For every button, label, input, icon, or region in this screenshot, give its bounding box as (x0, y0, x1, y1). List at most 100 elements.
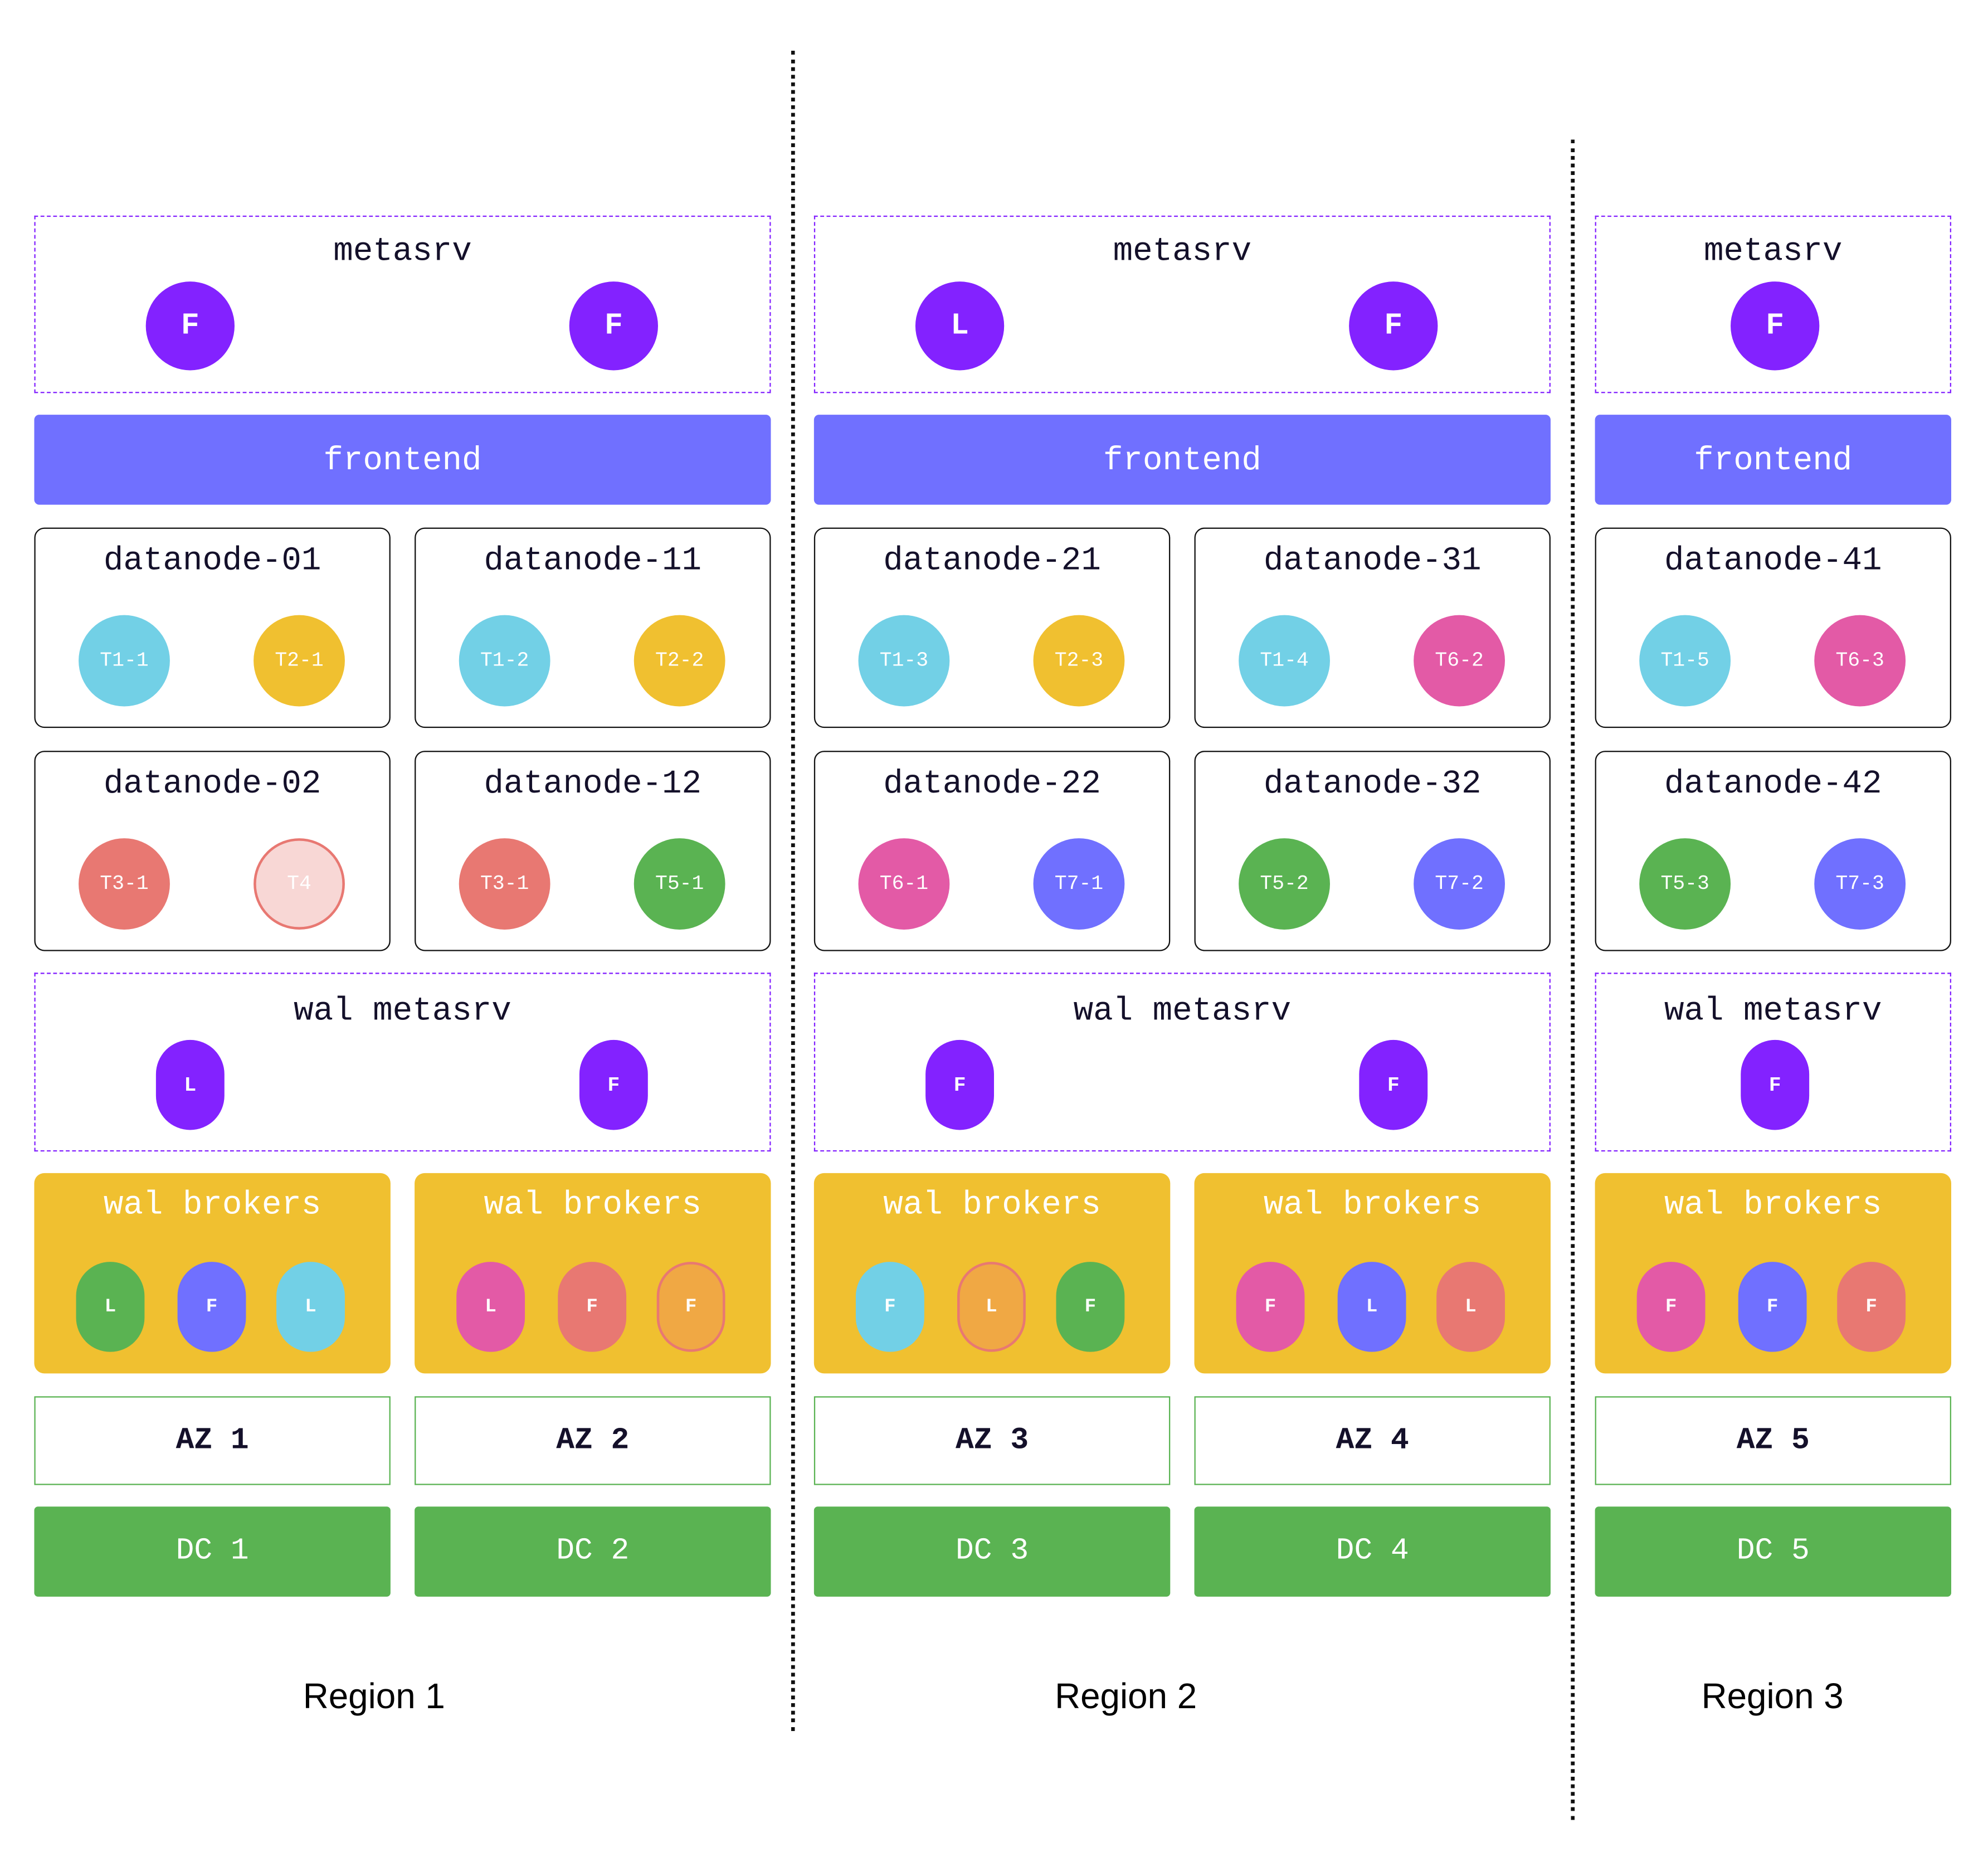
wal-broker-replica-f: F (558, 1262, 627, 1352)
metasrv-box: metasrv F (1595, 215, 1951, 393)
datanode-box: datanode-02 T3-1 T4 (34, 751, 391, 951)
table-shard-t1-1: T1-1 (79, 615, 170, 707)
datanode-name: datanode-32 (1263, 765, 1482, 803)
table-shard-t7-2: T7-2 (1414, 838, 1505, 930)
wal-brokers-title: wal brokers (883, 1185, 1101, 1224)
wal-metasrv-box: wal metasrv F F (813, 973, 1551, 1152)
table-shard-t5-3: T5-3 (1639, 838, 1731, 930)
metasrv-node-l: L (915, 281, 1005, 371)
wal-brokers-title: wal brokers (1263, 1185, 1482, 1224)
datanode-name: datanode-21 (883, 541, 1101, 580)
table-shard-t4: T4 (254, 838, 345, 930)
wal-brokers-box: wal brokers F L F (813, 1173, 1171, 1374)
datanode-name: datanode-02 (103, 765, 321, 803)
availability-zone: AZ 4 (1194, 1396, 1551, 1485)
wal-metasrv-title: wal metasrv (1664, 991, 1882, 1030)
datanode-box: datanode-31 T1-4 T6-2 (1194, 527, 1551, 728)
table-shard-t3-1: T3-1 (79, 838, 170, 930)
table-shard-t7-3: T7-3 (1814, 838, 1906, 930)
frontend-bar: frontend (1595, 415, 1951, 505)
table-shard-t2-3: T2-3 (1033, 615, 1125, 707)
datanode-name: datanode-42 (1664, 765, 1882, 803)
wal-metasrv-node-f: F (925, 1039, 994, 1130)
table-shard-t5-2: T5-2 (1239, 838, 1330, 930)
region-divider (791, 51, 795, 1732)
wal-broker-replica-l: L (276, 1262, 345, 1352)
wal-broker-replica-f: F (1738, 1262, 1807, 1352)
wal-brokers-box: wal brokers F F F (1595, 1173, 1951, 1374)
wal-metasrv-node-f: F (579, 1039, 648, 1130)
wal-metasrv-node-f: F (1741, 1039, 1810, 1130)
wal-metasrv-node-f: F (1359, 1039, 1428, 1130)
availability-zone: AZ 3 (813, 1396, 1171, 1485)
data-center: DC 1 (34, 1506, 391, 1597)
datanode-name: datanode-22 (883, 765, 1101, 803)
wal-broker-replica-f: F (855, 1262, 924, 1352)
datanode-box: datanode-22 T6-1 T7-1 (813, 751, 1171, 951)
wal-broker-replica-f: F (177, 1262, 246, 1352)
datanode-box: datanode-12 T3-1 T5-1 (415, 751, 771, 951)
region-label: Region 2 (1055, 1676, 1197, 1716)
table-shard-t1-2: T1-2 (459, 615, 550, 707)
table-shard-t1-3: T1-3 (858, 615, 950, 707)
wal-broker-replica-l: L (957, 1262, 1026, 1352)
region-label: Region 1 (303, 1676, 445, 1716)
data-center: DC 4 (1194, 1506, 1551, 1597)
data-center: DC 2 (415, 1506, 771, 1597)
datanode-box: datanode-11 T1-2 T2-2 (415, 527, 771, 728)
wal-broker-replica-l: L (456, 1262, 525, 1352)
data-center: DC 5 (1595, 1506, 1951, 1597)
wal-broker-replica-l: L (1436, 1262, 1505, 1352)
datanode-name: datanode-01 (103, 541, 321, 580)
metasrv-node-f: F (145, 281, 235, 371)
data-center: DC 3 (813, 1506, 1171, 1597)
wal-brokers-title: wal brokers (103, 1185, 321, 1224)
frontend-bar: frontend (34, 415, 771, 505)
availability-zone: AZ 5 (1595, 1396, 1951, 1485)
table-shard-t1-5: T1-5 (1639, 615, 1731, 707)
region-divider (1571, 139, 1575, 1820)
wal-brokers-box: wal brokers F L L (1194, 1173, 1551, 1374)
table-shard-t2-1: T2-1 (254, 615, 345, 707)
table-shard-t2-2: T2-2 (634, 615, 725, 707)
availability-zone: AZ 1 (34, 1396, 391, 1485)
wal-broker-replica-f: F (1837, 1262, 1906, 1352)
wal-broker-replica-l: L (76, 1262, 145, 1352)
metasrv-node-f: F (569, 281, 658, 371)
wal-brokers-box: wal brokers L F L (34, 1173, 391, 1374)
wal-brokers-box: wal brokers L F F (415, 1173, 771, 1374)
metasrv-title: metasrv (333, 232, 472, 270)
metasrv-box: metasrv L F (813, 215, 1551, 393)
wal-brokers-title: wal brokers (1664, 1185, 1882, 1224)
datanode-name: datanode-11 (484, 541, 702, 580)
wal-broker-replica-f: F (1636, 1262, 1706, 1352)
table-shard-t1-4: T1-4 (1239, 615, 1330, 707)
wal-metasrv-title: wal metasrv (1073, 991, 1292, 1030)
wal-broker-replica-f: F (656, 1262, 725, 1352)
wal-metasrv-box: wal metasrv F (1595, 973, 1951, 1152)
metasrv-title: metasrv (1113, 232, 1252, 270)
wal-metasrv-node-l: L (155, 1039, 225, 1130)
table-shard-t5-1: T5-1 (634, 838, 725, 930)
metasrv-node-f: F (1731, 281, 1820, 371)
datanode-box: datanode-01 T1-1 T2-1 (34, 527, 391, 728)
wal-broker-replica-f: F (1236, 1262, 1305, 1352)
metasrv-title: metasrv (1704, 232, 1843, 270)
availability-zone: AZ 2 (415, 1396, 771, 1485)
table-shard-t7-1: T7-1 (1033, 838, 1125, 930)
datanode-name: datanode-12 (484, 765, 702, 803)
table-shard-t3-1: T3-1 (459, 838, 550, 930)
datanode-box: datanode-42 T5-3 T7-3 (1595, 751, 1951, 951)
datanode-name: datanode-31 (1263, 541, 1482, 580)
wal-broker-replica-l: L (1337, 1262, 1406, 1352)
frontend-bar: frontend (813, 415, 1551, 505)
wal-metasrv-box: wal metasrv L F (34, 973, 771, 1152)
region-label: Region 3 (1701, 1676, 1844, 1716)
table-shard-t6-1: T6-1 (858, 838, 950, 930)
metasrv-node-f: F (1349, 281, 1438, 371)
table-shard-t6-3: T6-3 (1814, 615, 1906, 707)
wal-broker-replica-f: F (1056, 1262, 1125, 1352)
wal-brokers-title: wal brokers (484, 1185, 702, 1224)
metasrv-box: metasrv F F (34, 215, 771, 393)
